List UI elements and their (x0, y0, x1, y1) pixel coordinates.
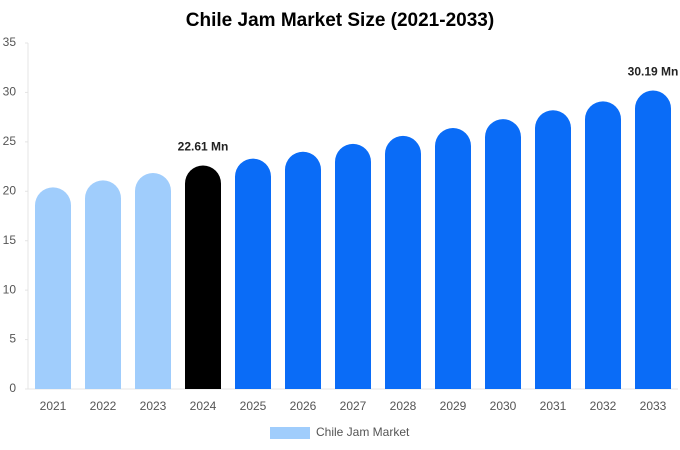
y-tick-label: 10 (3, 282, 17, 296)
y-tick-label: 20 (3, 183, 17, 197)
legend-label: Chile Jam Market (316, 425, 410, 439)
x-tick-label: 2027 (340, 399, 367, 413)
x-tick-label: 2024 (190, 399, 217, 413)
chart-title: Chile Jam Market Size (2021-2033) (186, 10, 494, 31)
legend-swatch (270, 427, 310, 439)
y-tick-label: 5 (9, 332, 16, 346)
y-tick-label: 25 (3, 134, 17, 148)
bar (435, 128, 471, 389)
y-tick-label: 30 (3, 85, 17, 99)
bar (585, 101, 621, 389)
x-tick-label: 2030 (490, 399, 517, 413)
x-tick-label: 2029 (440, 399, 467, 413)
y-tick-label: 35 (3, 35, 17, 49)
x-tick-label: 2032 (590, 399, 617, 413)
x-tick-label: 2033 (640, 399, 667, 413)
value-label: 22.61 Mn (178, 140, 229, 154)
bar (185, 165, 221, 389)
bar (335, 143, 371, 389)
y-tick-label: 0 (9, 381, 16, 395)
bar (135, 172, 171, 389)
x-tick-label: 2021 (40, 399, 67, 413)
x-tick-label: 2023 (140, 399, 167, 413)
bar (235, 158, 271, 389)
x-tick-label: 2025 (240, 399, 267, 413)
x-tick-label: 2031 (540, 399, 567, 413)
bar (285, 151, 321, 389)
bar (485, 119, 521, 389)
bar (385, 135, 421, 389)
bar (535, 110, 571, 390)
x-tick-label: 2028 (390, 399, 417, 413)
bar (35, 187, 71, 389)
y-tick-label: 15 (3, 233, 17, 247)
bar (635, 90, 671, 389)
value-label: 30.19 Mn (628, 65, 679, 79)
x-tick-label: 2026 (290, 399, 317, 413)
x-tick-label: 2022 (90, 399, 117, 413)
bar (85, 180, 121, 389)
